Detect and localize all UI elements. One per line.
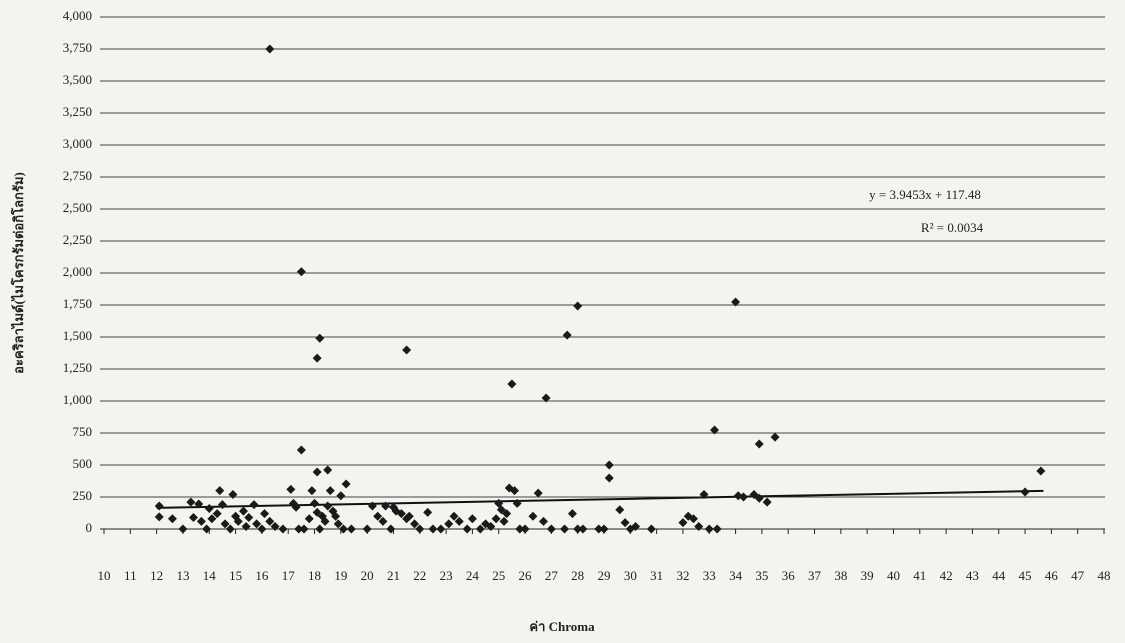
x-tick-label: 33 [703,568,716,583]
x-tick-label: 17 [282,568,296,583]
y-tick-label: 1,000 [63,392,92,407]
x-tick-label: 28 [571,568,584,583]
x-tick-label: 15 [229,568,242,583]
x-tick-label: 20 [361,568,374,583]
x-tick-label: 14 [203,568,217,583]
x-tick-label: 36 [782,568,796,583]
y-tick-label: 3,250 [63,104,92,119]
y-tick-label: 250 [73,488,93,503]
x-tick-label: 26 [519,568,533,583]
x-tick-label: 24 [466,568,480,583]
x-tick-label: 47 [1071,568,1085,583]
y-tick-label: 500 [73,456,93,471]
y-tick-label: 1,250 [63,360,92,375]
y-tick-label: 0 [86,520,93,535]
y-tick-label: 1,750 [63,296,92,311]
x-tick-label: 40 [887,568,900,583]
x-tick-label: 19 [334,568,347,583]
x-tick-label: 22 [413,568,426,583]
y-tick-label: 3,000 [63,136,92,151]
x-tick-label: 46 [1045,568,1059,583]
x-tick-label: 48 [1098,568,1111,583]
trendline-equation: y = 3.9453x + 117.48 [869,187,981,202]
y-tick-label: 2,500 [63,200,92,215]
x-tick-label: 30 [624,568,637,583]
x-tick-label: 43 [966,568,979,583]
y-tick-label: 1,500 [63,328,92,343]
x-tick-label: 44 [992,568,1006,583]
x-tick-label: 18 [308,568,321,583]
x-tick-label: 21 [387,568,400,583]
x-tick-label: 10 [98,568,111,583]
x-tick-label: 25 [492,568,505,583]
y-tick-label: 2,000 [63,264,92,279]
x-tick-label: 13 [176,568,189,583]
x-tick-label: 41 [913,568,926,583]
x-tick-label: 34 [729,568,743,583]
x-tick-label: 32 [676,568,689,583]
x-tick-label: 38 [834,568,847,583]
x-tick-label: 29 [598,568,611,583]
trendline-r2: R² = 0.0034 [921,220,984,235]
x-tick-label: 12 [150,568,163,583]
chart: อะคริลาไมด์(ไมโครกรัมต่อกิโลกรัม) ค่า Ch… [0,0,1125,643]
x-tick-label: 35 [755,568,768,583]
background [0,0,1125,643]
x-tick-label: 45 [1019,568,1032,583]
y-tick-label: 2,250 [63,232,92,247]
x-tick-label: 39 [861,568,874,583]
y-tick-label: 2,750 [63,168,92,183]
x-axis-title: ค่า Chroma [529,619,595,634]
y-tick-label: 3,500 [63,72,92,87]
x-tick-label: 11 [124,568,137,583]
y-tick-label: 4,000 [63,8,92,23]
y-axis-title: อะคริลาไมด์(ไมโครกรัมต่อกิโลกรัม) [10,172,26,374]
y-tick-label: 3,750 [63,40,92,55]
x-tick-label: 16 [255,568,269,583]
y-tick-label: 750 [73,424,93,439]
x-tick-label: 27 [545,568,559,583]
x-tick-label: 37 [808,568,822,583]
x-tick-label: 42 [940,568,953,583]
x-tick-label: 31 [650,568,663,583]
x-tick-label: 23 [440,568,453,583]
